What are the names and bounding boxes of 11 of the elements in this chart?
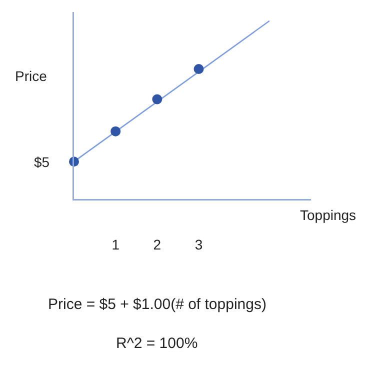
text: Price = $5 + $1.00(# of toppings) <box>48 296 266 313</box>
text: R^2 = 100% <box>116 335 198 352</box>
x-tick-label: 1 <box>112 236 120 252</box>
point <box>194 64 204 74</box>
point <box>110 126 121 136</box>
y-axis-title: Price <box>15 68 48 84</box>
point <box>152 94 162 104</box>
annotation: $5 <box>34 154 50 170</box>
x-axis-title: Toppings <box>300 207 356 223</box>
x-tick-label: 3 <box>194 236 203 252</box>
x-tick-label: 2 <box>153 236 162 252</box>
